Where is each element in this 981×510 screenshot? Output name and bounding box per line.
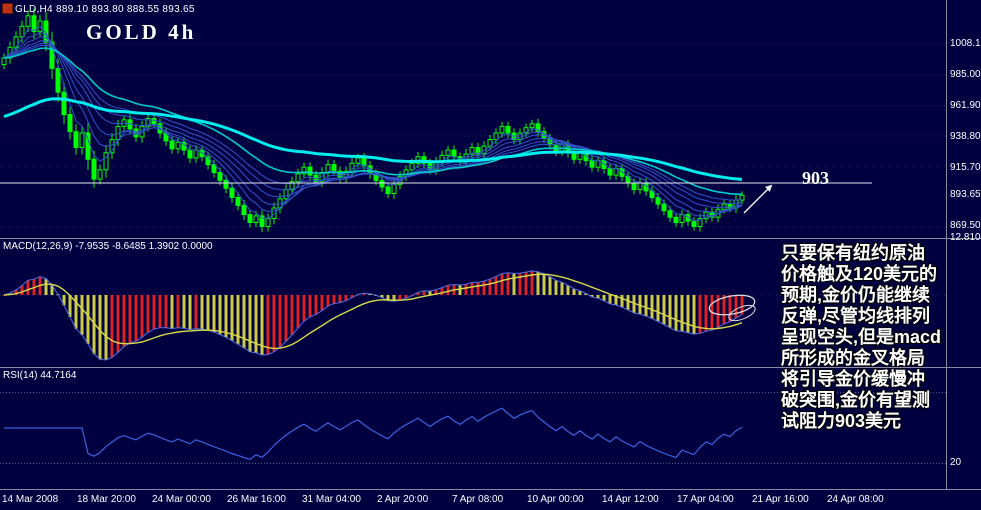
pane-separators (0, 0, 981, 490)
annotation-line: 破突围,金价有望测 (781, 390, 931, 410)
window-icon[interactable] (2, 3, 13, 14)
annotation-line: 只要保有纽约原油 (781, 243, 925, 263)
annotation-line: 价格触及120美元的 (781, 264, 938, 284)
annotation-line: 反弹,尽管均线排列 (781, 306, 931, 326)
macd-pane (0, 270, 946, 361)
annotation-line: 预期,金价仍能继续 (781, 285, 931, 305)
breakout-arrow-head (765, 184, 773, 192)
rsi-line (4, 407, 743, 460)
macd-golden-cross-circle-inner (728, 304, 756, 322)
annotation-line: 将引导金价缓慢冲 (781, 369, 925, 389)
rsi-indicator-label: RSI(14) 44.7164 (3, 370, 77, 381)
symbol-ohlc-readout: GLD,H4 889.10 893.80 888.55 893.65 (15, 4, 195, 15)
chart-title: GOLD 4h (86, 20, 197, 44)
ema-fast-line (3, 40, 743, 209)
ema-slow-line (3, 97, 743, 181)
moving-average-lines (3, 25, 743, 222)
price-gridlines (0, 44, 946, 228)
ema-fast-line (3, 44, 743, 201)
macd-main-line (3, 270, 743, 361)
annotation-line: 呈现空头,但是macd (781, 327, 942, 347)
ema-fast-line (3, 36, 743, 213)
ema-fast-line (3, 31, 743, 217)
annotation-line: 所形成的金叉格局 (781, 348, 925, 368)
resistance-level-label: 903 (802, 168, 829, 188)
breakout-arrow[interactable] (743, 188, 769, 214)
macd-signal-line (3, 273, 743, 350)
annotation-line: 试阻力903美元 (781, 411, 902, 431)
macd-golden-cross-circle[interactable] (708, 292, 756, 318)
analysis-note: 只要保有纽约原油 价格触及120美元的 预期,金价仍能继续 反弹,尽管均线排列 … (781, 243, 941, 432)
rsi-pane (0, 392, 946, 464)
macd-indicator-label: MACD(12,26,9) -7.9535 -8.6485 1.3902 0.0… (3, 241, 213, 252)
